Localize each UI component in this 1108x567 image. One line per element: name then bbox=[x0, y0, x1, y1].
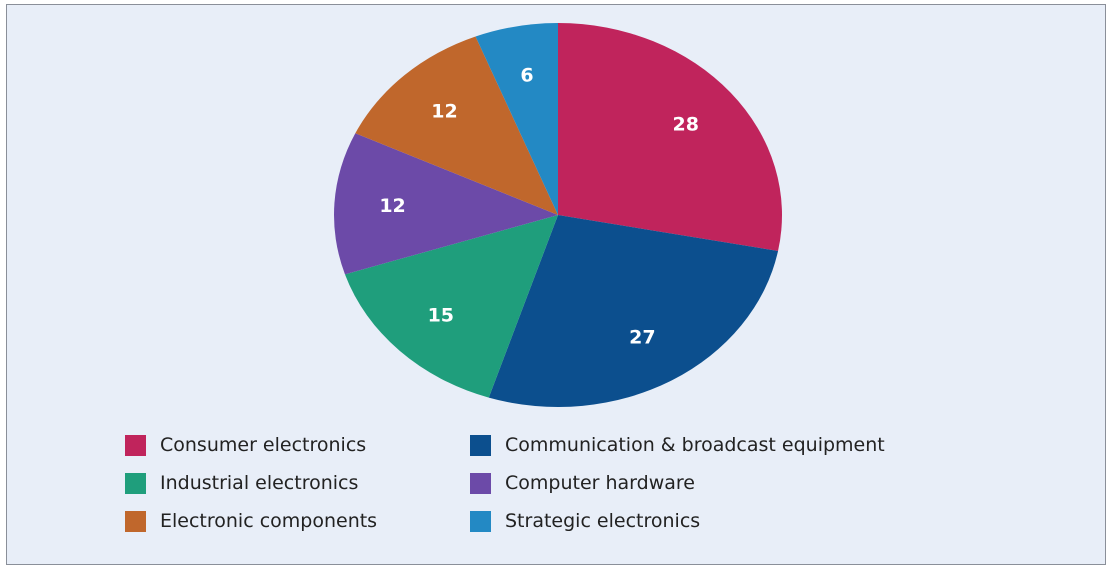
slice-value-label: 6 bbox=[520, 64, 533, 86]
slice-value-label: 27 bbox=[629, 326, 655, 348]
legend-swatch bbox=[470, 510, 491, 532]
slice-value-label: 12 bbox=[431, 100, 457, 122]
legend-item-consumer-electronics: Consumer electronics bbox=[125, 432, 470, 458]
legend-label: Industrial electronics bbox=[160, 472, 359, 494]
legend-label: Electronic components bbox=[160, 510, 378, 532]
legend-item-industrial-electronics: Industrial electronics bbox=[125, 470, 470, 496]
slice-value-label: 15 bbox=[428, 304, 454, 326]
chart-panel: 28 27 15 12 12 6 Consumer electronics Communi… bbox=[6, 4, 1106, 565]
pie-chart: 28 27 15 12 12 6 bbox=[334, 23, 782, 407]
legend-label: Computer hardware bbox=[505, 472, 695, 494]
legend-swatch bbox=[470, 434, 491, 456]
legend-swatch bbox=[470, 472, 491, 494]
legend-label: Strategic electronics bbox=[505, 510, 701, 532]
legend-item-electronic-components: Electronic components bbox=[125, 508, 470, 534]
legend-item-communication-broadcast-equipment: Communication & broadcast equipment bbox=[470, 432, 1030, 458]
legend-label: Communication & broadcast equipment bbox=[505, 434, 885, 456]
pie-slice-communication-broadcast-equipment bbox=[488, 215, 779, 407]
pie-slice-industrial-electronics bbox=[344, 215, 558, 398]
slice-value-label: 28 bbox=[672, 113, 698, 135]
pie-slice-strategic-electronics bbox=[475, 23, 558, 215]
pie-slice-consumer-electronics bbox=[558, 23, 782, 251]
legend-item-computer-hardware: Computer hardware bbox=[470, 470, 1030, 496]
legend-swatch bbox=[125, 472, 146, 494]
legend-swatch bbox=[125, 434, 146, 456]
pie-slice-computer-hardware bbox=[334, 133, 558, 275]
pie-slice-electronic-components bbox=[355, 36, 558, 216]
legend-item-strategic-electronics: Strategic electronics bbox=[470, 508, 1030, 534]
legend: Consumer electronics Communication & bro… bbox=[125, 432, 1030, 534]
legend-swatch bbox=[125, 510, 146, 532]
legend-label: Consumer electronics bbox=[160, 434, 367, 456]
slice-value-label: 12 bbox=[379, 195, 405, 217]
